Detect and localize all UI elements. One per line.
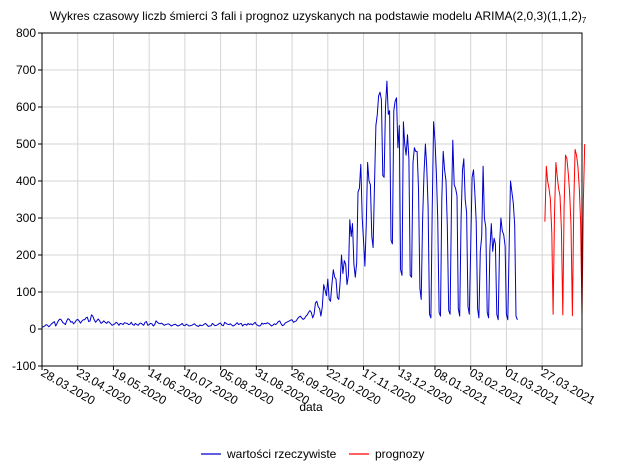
legend-label-forecast: prognozy — [375, 447, 424, 461]
legend: wartości rzeczywiste prognozy — [201, 447, 424, 461]
y-tick-label: 400 — [16, 174, 36, 188]
x-axis-label: data — [299, 400, 323, 414]
y-tick-label: 800 — [16, 26, 36, 40]
series-line-real — [41, 80, 518, 328]
y-tick-label: 300 — [16, 211, 36, 225]
y-tick-label: 600 — [16, 100, 36, 114]
chart-title-text: Wykres czasowy liczb śmierci 3 fali i pr… — [50, 9, 582, 23]
series-layer — [41, 80, 586, 328]
y-tick-label: -100 — [12, 359, 36, 373]
chart-title: Wykres czasowy liczb śmierci 3 fali i pr… — [50, 9, 587, 25]
y-tick-label: 0 — [29, 322, 36, 336]
series-line-forecast — [544, 143, 586, 317]
legend-label-real: wartości rzeczywiste — [226, 447, 337, 461]
chart-title-suffix: 7 — [582, 16, 587, 25]
y-axis: -100 0 100 200 300 400 500 600 700 800 — [12, 26, 42, 373]
y-tick-label: 700 — [16, 63, 36, 77]
y-tick-label: 200 — [16, 248, 36, 262]
plot-frame — [41, 32, 583, 367]
y-tick-label: 500 — [16, 137, 36, 151]
y-tick-label: 100 — [16, 285, 36, 299]
